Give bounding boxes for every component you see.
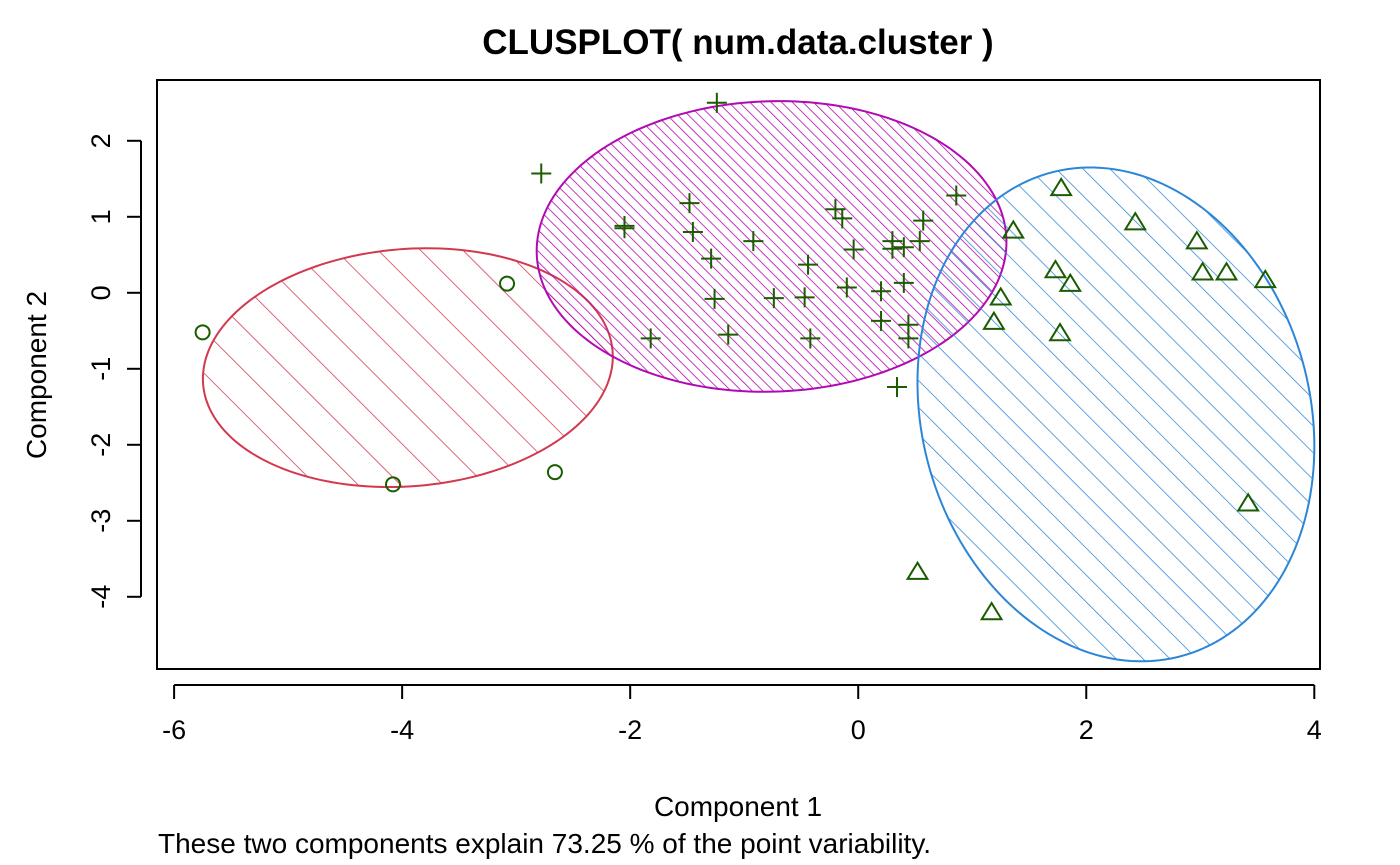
x-tick-label: -4 [390, 715, 414, 745]
variability-subtitle: These two components explain 73.25 % of … [158, 828, 931, 859]
cluster-2-point [898, 328, 919, 349]
y-tick-label: -1 [86, 357, 116, 381]
x-axis-label: Component 1 [654, 791, 822, 822]
cluster-3-ellipse [916, 166, 1316, 663]
cluster-2-point [882, 238, 903, 259]
cluster-2-point [893, 272, 914, 293]
cluster-3-point [1001, 219, 1025, 239]
cluster-2-point [800, 328, 821, 349]
cluster-2-point [718, 324, 739, 345]
plot-frame [156, 79, 1321, 670]
cluster-2-point [843, 239, 864, 260]
x-tick-label: -6 [162, 715, 186, 745]
cluster-2-point [763, 288, 784, 309]
y-tick-label: 1 [86, 209, 116, 224]
y-tick-label: -4 [86, 585, 116, 609]
cluster-3-point [1058, 272, 1082, 292]
cluster-1-ellipse [201, 247, 614, 489]
x-tick-label: 0 [851, 715, 866, 745]
y-tick-label: -3 [86, 509, 116, 533]
y-axis-label: Component 2 [21, 291, 52, 459]
cluster-3-point [989, 286, 1013, 306]
cluster-3-point [982, 310, 1006, 330]
cluster-ellipses [201, 100, 1316, 663]
cluster-3-point [1048, 322, 1072, 342]
cluster-2-point [679, 193, 700, 214]
cluster-2-point [743, 231, 764, 252]
chart-title: CLUSPLOT( num.data.cluster ) [482, 23, 993, 62]
cluster-2-point [706, 92, 727, 113]
cluster-2-point [640, 328, 661, 349]
x-tick-label: 2 [1079, 715, 1094, 745]
cluster-1-point [385, 476, 402, 493]
cluster-2-point [794, 287, 815, 308]
x-tick-label: -2 [618, 715, 642, 745]
cluster-3-point [1185, 230, 1209, 250]
cluster-2-point [913, 210, 934, 231]
data-points [194, 92, 1277, 621]
cluster-2-point [836, 277, 857, 298]
y-tick-label: 2 [86, 133, 116, 148]
cluster-2-point [832, 208, 853, 229]
cluster-2-point [701, 248, 722, 269]
cluster-2-point [798, 254, 819, 275]
cluster-2-point [886, 377, 907, 398]
cluster-3-point [979, 601, 1004, 621]
cluster-1-point [499, 275, 516, 292]
x-tick-label: 4 [1307, 715, 1322, 745]
x-axis: -6 -4 -2 0 2 4 [162, 684, 1322, 745]
cluster-2-point [531, 163, 552, 184]
cluster-1-point [546, 464, 563, 481]
cluster-2-point [871, 281, 892, 302]
cluster-2-point [871, 310, 892, 331]
cluster-1-point [194, 324, 211, 341]
y-tick-label: -2 [86, 433, 116, 457]
cluster-2-point [909, 231, 930, 252]
cluster-3-point [1043, 259, 1068, 279]
y-axis: 2 1 0 -1 -2 -3 -4 [86, 133, 142, 609]
cluster-3-point [905, 560, 930, 580]
cluster-2-point [946, 185, 967, 206]
cluster-2-point [704, 288, 725, 309]
cluster-3-point [1123, 211, 1147, 231]
cluster-3-point [1190, 261, 1215, 281]
y-tick-label: 0 [86, 285, 116, 300]
cluster-3-point [1214, 261, 1239, 281]
cluster-2-point [893, 237, 914, 258]
cluster-3-point [1236, 492, 1260, 512]
cluster-3-point [1049, 177, 1073, 197]
cluster-2-point [682, 222, 703, 242]
cluster-3-point [1253, 268, 1277, 289]
cluster-2-point [614, 218, 635, 239]
